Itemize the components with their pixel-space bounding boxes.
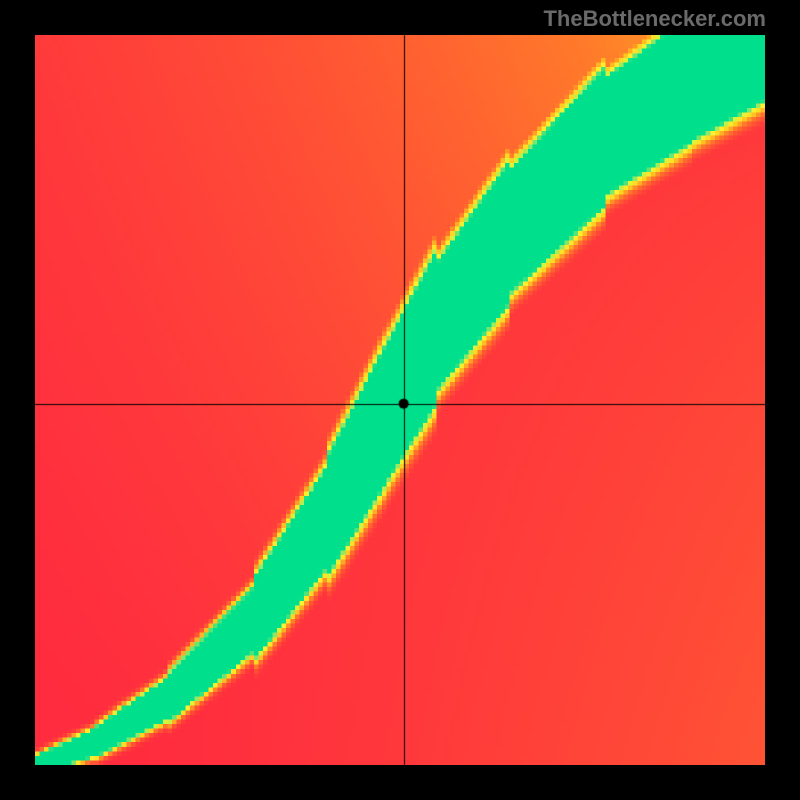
chart-container: TheBottlenecker.com: [0, 0, 800, 800]
bottleneck-heatmap: [35, 35, 765, 765]
watermark-text: TheBottlenecker.com: [543, 6, 766, 32]
